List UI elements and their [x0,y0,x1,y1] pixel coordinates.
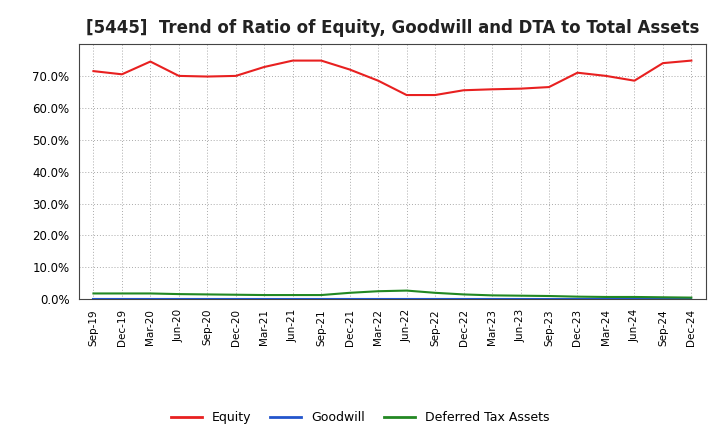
Title: [5445]  Trend of Ratio of Equity, Goodwill and DTA to Total Assets: [5445] Trend of Ratio of Equity, Goodwil… [86,19,699,37]
Legend: Equity, Goodwill, Deferred Tax Assets: Equity, Goodwill, Deferred Tax Assets [166,407,554,429]
